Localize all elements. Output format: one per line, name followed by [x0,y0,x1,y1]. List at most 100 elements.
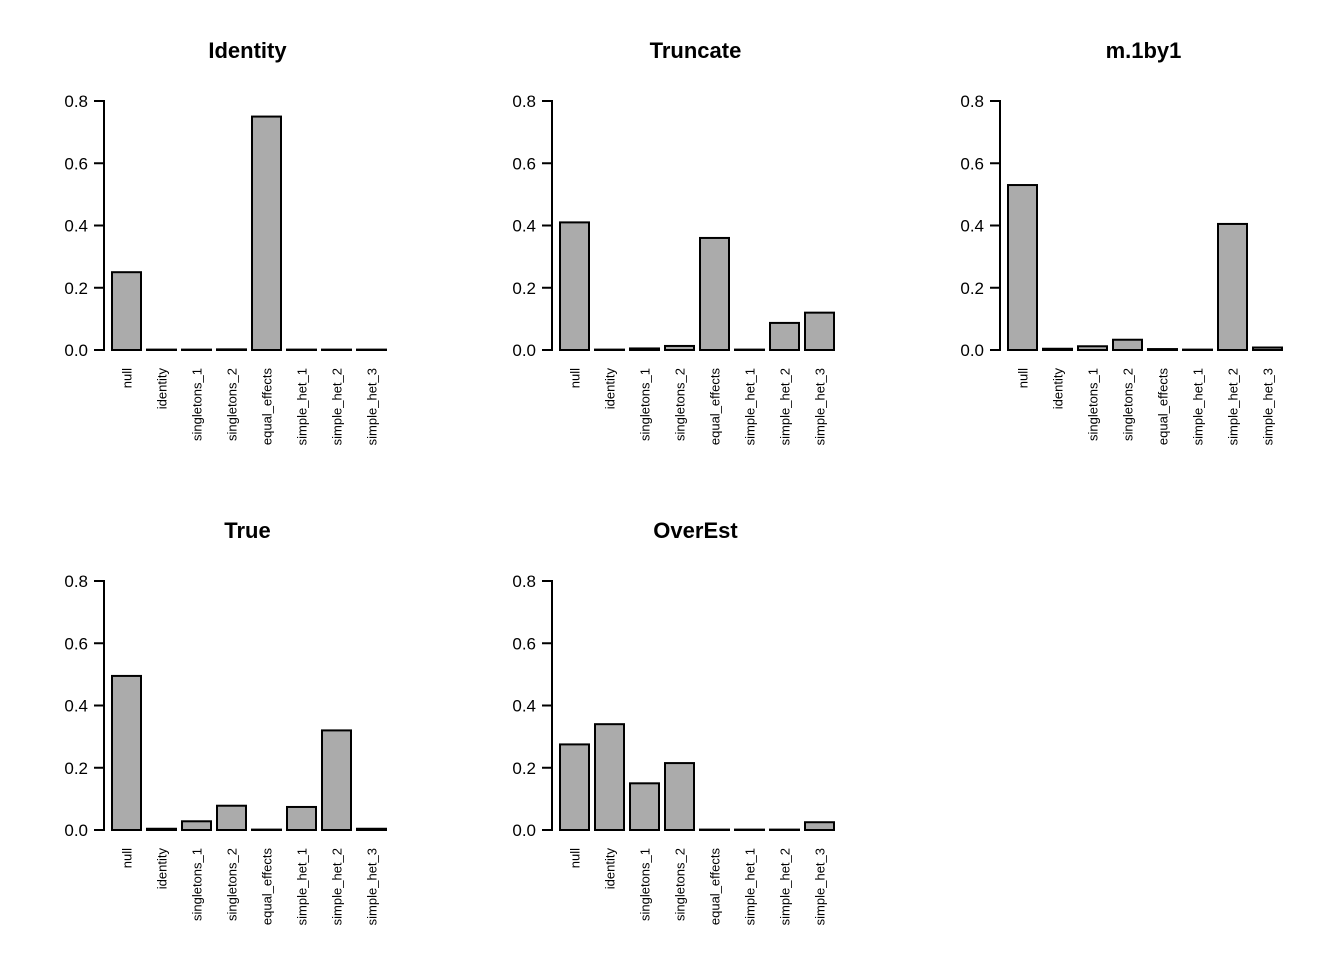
empty-grid-cell [896,480,1344,960]
x-category-label: simple_het_3 [813,848,828,925]
bar-null [111,271,142,351]
x-category-label: simple_het_1 [1191,368,1206,445]
x-category-label: singletons_1 [638,848,653,921]
x-category-label: simple_het_2 [778,848,793,925]
chart-title-identity: Identity [208,38,287,63]
y-tick-label: 0.2 [64,279,88,298]
y-tick-label: 0.8 [960,92,984,111]
y-tick-label: 0.6 [960,154,984,173]
bar-equal_effects [251,115,282,351]
x-category-label: singletons_2 [673,368,688,441]
bar-identity [1042,347,1073,352]
bar-simple_het_3 [804,311,835,351]
y-tick-label: 0.6 [512,154,536,173]
x-category-label: simple_het_3 [365,848,380,925]
y-tick-label: 0.6 [512,634,536,653]
bar-null [559,743,590,831]
chart-title-true: True [224,518,271,543]
bar-chart-m1by1: 0.0 0.2 0.4 0.6 0.8 null identity singletons_1 s… [960,92,1283,446]
x-category-label: null [1016,368,1031,388]
x-category-label: identity [603,848,618,890]
bar-null [1007,184,1038,351]
bar-simple_het_3 [804,821,835,831]
y-tick-label: 0.8 [512,92,536,111]
x-category-label: equal_effects [260,368,275,446]
bar-equal_effects [699,236,730,351]
bar-singletons_2 [216,804,247,832]
panel-identity: Identity 0.0 0.2 0.4 0.6 0.8 null identity sing… [0,0,448,480]
bar-identity [594,723,625,831]
x-category-label: simple_het_3 [365,368,380,445]
x-category-label: singletons_2 [1121,368,1136,441]
bar-chart-overest: 0.0 0.2 0.4 0.6 0.8 null identity singletons_1 s… [512,572,835,926]
y-tick-label: 0.8 [64,572,88,591]
bar-singletons_1 [629,347,660,352]
x-category-label: singletons_2 [225,848,240,921]
panel-overest: OverEst 0.0 0.2 0.4 0.6 0.8 null identity singl… [448,480,896,960]
bar-identity [146,827,177,832]
y-tick-label: 0.2 [512,279,536,298]
x-category-label: null [120,848,135,868]
bar-simple_het_2 [1217,222,1248,352]
x-category-label: identity [155,368,170,410]
x-category-label: singletons_1 [638,368,653,441]
panel-truncate: Truncate 0.0 0.2 0.4 0.6 0.8 null identity sing… [448,0,896,480]
y-tick-label: 0.4 [512,217,536,236]
bar-null [559,221,590,351]
panel-m1by1: m.1by1 0.0 0.2 0.4 0.6 0.8 null identity single… [896,0,1344,480]
x-category-label: simple_het_2 [778,368,793,445]
panel-true: True 0.0 0.2 0.4 0.6 0.8 null identity singleto… [0,480,448,960]
bar-null [111,674,142,831]
x-category-label: simple_het_1 [743,848,758,925]
bar-singletons_2 [1112,338,1143,352]
bar-chart-true: 0.0 0.2 0.4 0.6 0.8 null identity singletons_1 s… [64,572,387,926]
x-category-label: null [568,368,583,388]
bar-singletons_1 [629,782,660,831]
x-category-label: singletons_1 [190,848,205,921]
y-tick-label: 0.0 [512,341,536,360]
y-tick-label: 0.8 [64,92,88,111]
x-category-label: identity [1051,368,1066,410]
y-tick-label: 0.2 [960,279,984,298]
y-tick-label: 0.0 [512,821,536,840]
bar-singletons_1 [181,820,212,832]
chart-title-overest: OverEst [653,518,738,543]
x-category-label: simple_het_1 [295,848,310,925]
bar-simple_het_3 [356,827,387,832]
x-category-label: simple_het_2 [1226,368,1241,445]
y-tick-label: 0.4 [64,217,88,236]
bar-singletons_1 [1077,345,1108,352]
bar-singletons_2 [216,348,247,352]
x-category-label: equal_effects [708,848,723,926]
y-tick-label: 0.2 [512,759,536,778]
x-category-label: equal_effects [708,368,723,446]
x-category-label: simple_het_2 [330,848,345,925]
bar-singletons_2 [664,344,695,351]
bar-equal_effects [1147,348,1178,352]
chart-title-m1by1: m.1by1 [1105,38,1182,63]
bar-simple_het_2 [321,729,352,831]
bar-simple_het_2 [769,321,800,352]
y-tick-label: 0.0 [64,341,88,360]
y-tick-label: 0.8 [512,572,536,591]
chart-title-truncate: Truncate [649,38,742,63]
x-category-label: singletons_2 [673,848,688,921]
x-category-label: simple_het_1 [295,368,310,445]
y-tick-label: 0.0 [960,341,984,360]
x-category-label: simple_het_3 [1261,368,1276,445]
y-tick-label: 0.0 [64,821,88,840]
x-category-label: equal_effects [260,848,275,926]
bar-simple_het_1 [286,805,317,831]
x-category-label: singletons_1 [1086,368,1101,441]
y-tick-label: 0.2 [64,759,88,778]
bar-chart-identity: 0.0 0.2 0.4 0.6 0.8 null identity singletons_1 s… [64,92,387,446]
x-category-label: equal_effects [1156,368,1171,446]
y-tick-label: 0.6 [64,634,88,653]
bar-chart-truncate: 0.0 0.2 0.4 0.6 0.8 null identity singletons_1 s… [512,92,835,446]
x-category-label: null [568,848,583,868]
x-category-label: null [120,368,135,388]
y-tick-label: 0.4 [512,697,536,716]
x-category-label: identity [603,368,618,410]
bar-simple_het_3 [1252,346,1283,352]
